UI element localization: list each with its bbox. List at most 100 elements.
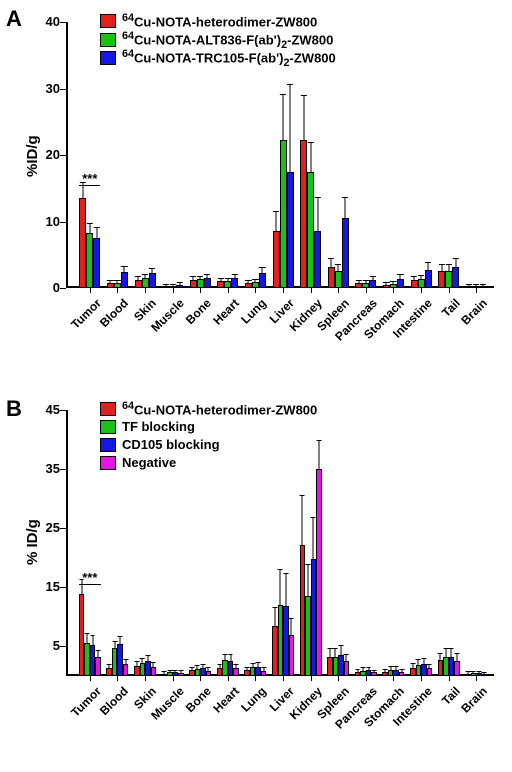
bar	[425, 270, 432, 288]
bar	[86, 233, 93, 288]
error-bar	[285, 574, 286, 607]
error-bar	[255, 280, 256, 282]
error-bar	[274, 608, 275, 626]
error-bar	[340, 646, 341, 654]
error-cap	[416, 659, 421, 660]
bar	[411, 280, 418, 288]
x-tick	[338, 288, 339, 293]
x-tick	[393, 288, 394, 293]
error-cap	[135, 276, 141, 277]
y-tick-label: 35	[32, 461, 60, 476]
error-cap	[383, 669, 388, 670]
error-bar	[440, 654, 441, 661]
bar	[289, 635, 295, 676]
error-cap	[418, 275, 424, 276]
error-bar	[400, 275, 401, 279]
error-bar	[428, 263, 429, 270]
y-tick	[60, 528, 66, 529]
error-bar	[225, 655, 226, 660]
bar	[280, 140, 287, 288]
legend-label: 64Cu-NOTA-TRC105-F(ab')2-ZW800	[122, 48, 336, 69]
error-bar	[484, 673, 485, 674]
error-cap	[425, 262, 431, 263]
error-cap	[167, 670, 172, 671]
error-cap	[383, 282, 389, 283]
error-bar	[247, 668, 248, 670]
y-tick	[60, 288, 66, 289]
panel-letter-b: B	[6, 396, 22, 422]
error-bar	[390, 667, 391, 670]
bar	[287, 172, 294, 288]
bar	[399, 672, 405, 676]
bar	[397, 279, 404, 288]
error-bar	[109, 665, 110, 668]
error-bar	[125, 660, 126, 664]
y-axis	[66, 410, 68, 676]
error-bar	[197, 666, 198, 669]
error-cap	[162, 284, 168, 285]
error-bar	[421, 276, 422, 279]
error-cap	[338, 645, 343, 646]
error-cap	[256, 662, 261, 663]
error-bar	[448, 265, 449, 272]
y-tick	[60, 222, 66, 223]
error-bar	[363, 668, 364, 670]
error-bar	[467, 672, 468, 673]
error-cap	[370, 276, 376, 277]
error-bar	[169, 671, 170, 673]
x-tick	[283, 288, 284, 293]
y-tick	[60, 410, 66, 411]
bar	[79, 198, 86, 288]
legend-swatch	[100, 33, 116, 47]
x-tick	[145, 676, 146, 681]
bar	[95, 657, 101, 676]
error-bar	[248, 281, 249, 283]
error-cap	[372, 670, 377, 671]
bar	[107, 283, 114, 288]
y-tick-label: 5	[32, 638, 60, 653]
error-bar	[96, 228, 97, 239]
x-tick	[255, 288, 256, 293]
error-cap	[399, 669, 404, 670]
bar	[418, 279, 425, 288]
legend-label: 64Cu-NOTA-heterodimer-ZW800	[122, 12, 317, 29]
error-cap	[454, 653, 459, 654]
error-cap	[245, 667, 250, 668]
bar	[93, 238, 100, 288]
error-bar	[372, 277, 373, 280]
x-tick	[255, 676, 256, 681]
error-cap	[118, 636, 123, 637]
error-cap	[300, 95, 306, 96]
x-tick	[200, 288, 201, 293]
error-cap	[189, 667, 194, 668]
error-cap	[443, 648, 448, 649]
y-tick	[60, 587, 66, 588]
y-tick-label: 15	[32, 579, 60, 594]
error-bar	[357, 670, 358, 672]
x-tick	[338, 676, 339, 681]
bar	[362, 283, 369, 288]
error-bar	[252, 664, 253, 667]
error-bar	[234, 275, 235, 278]
error-cap	[280, 94, 286, 95]
y-axis-label: % ID/g	[24, 519, 41, 565]
error-bar	[290, 85, 291, 171]
error-cap	[162, 671, 167, 672]
x-tick	[90, 676, 91, 681]
x-tick	[311, 676, 312, 681]
error-bar	[414, 277, 415, 280]
legend-label: CD105 blocking	[122, 437, 220, 452]
error-bar	[476, 285, 477, 286]
error-cap	[476, 671, 481, 672]
error-cap	[300, 495, 305, 496]
bar	[390, 284, 397, 288]
error-bar	[258, 663, 259, 667]
error-bar	[193, 277, 194, 280]
error-bar	[310, 143, 311, 172]
x-tick	[366, 676, 367, 681]
error-bar	[374, 671, 375, 673]
error-bar	[87, 634, 88, 643]
bar	[151, 667, 157, 676]
error-bar	[445, 649, 446, 657]
error-cap	[471, 671, 476, 672]
